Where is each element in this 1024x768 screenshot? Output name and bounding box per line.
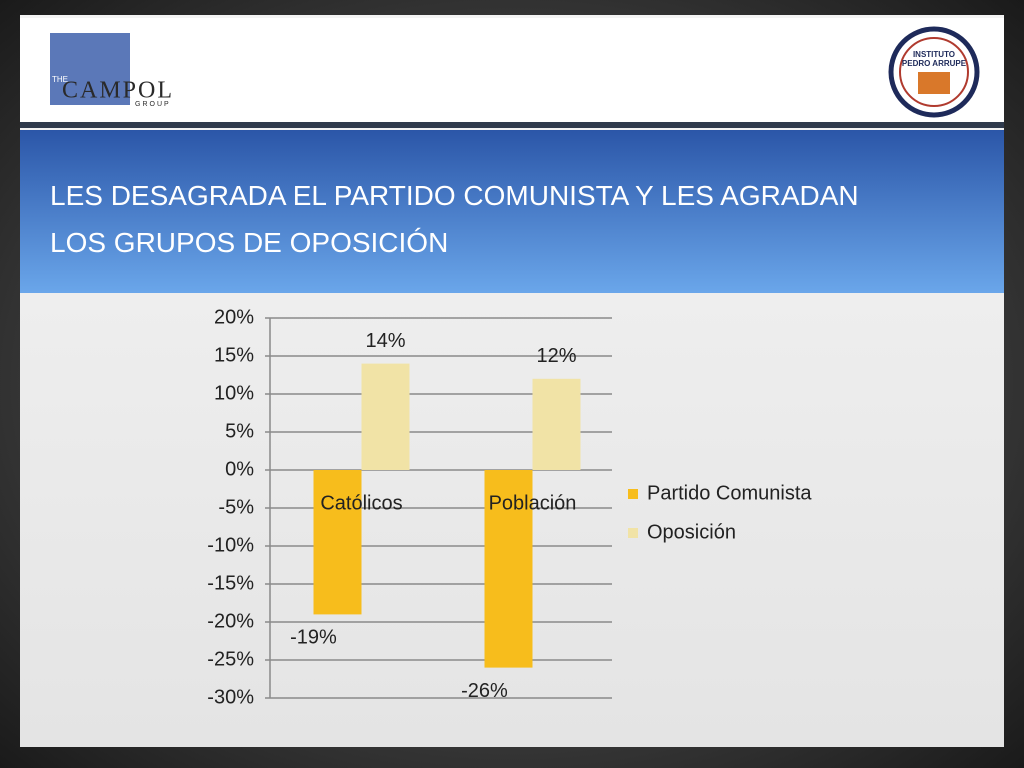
y-tick-label: 15% xyxy=(214,344,254,366)
logo-text: PEDRO ARRUPE xyxy=(902,59,967,68)
slide-title: LES DESAGRADA EL PARTIDO COMUNISTA Y LES… xyxy=(50,180,859,258)
bar xyxy=(313,470,362,615)
data-label: -26% xyxy=(461,680,508,702)
y-tick-label: 20% xyxy=(214,306,254,328)
bar xyxy=(484,470,533,668)
y-tick-label: -20% xyxy=(207,610,254,632)
y-tick-label: -15% xyxy=(207,572,254,594)
y-tick-label: -10% xyxy=(207,534,254,556)
legend-swatch xyxy=(628,528,638,538)
logo-seal-ring xyxy=(899,37,969,107)
logo-text: THE xyxy=(52,75,68,84)
legend-label: Partido Comunista xyxy=(647,482,812,504)
y-tick-label: -30% xyxy=(207,686,254,708)
data-label: 14% xyxy=(365,330,405,352)
header xyxy=(20,18,1004,128)
logo-globe xyxy=(50,33,130,105)
legend-label: Oposición xyxy=(647,521,736,543)
logo-text: CAMPOL xyxy=(62,78,174,104)
y-tick-label: -25% xyxy=(207,648,254,670)
legend-swatch xyxy=(628,489,638,499)
y-tick-label: -5% xyxy=(218,496,254,518)
y-tick-label: 0% xyxy=(225,458,254,480)
logo-shield xyxy=(918,72,950,94)
banner xyxy=(20,130,1004,293)
y-tick-label: 10% xyxy=(214,382,254,404)
x-tick-label: Población xyxy=(489,492,577,514)
logo-text: GROUP xyxy=(135,101,171,108)
bar xyxy=(361,363,410,470)
data-label: -19% xyxy=(290,627,337,649)
data-label: 12% xyxy=(536,345,576,367)
y-tick-label: 5% xyxy=(225,420,254,442)
x-tick-label: Católicos xyxy=(320,492,402,514)
bar xyxy=(532,378,581,470)
logo-text: INSTITUTO xyxy=(913,50,955,59)
